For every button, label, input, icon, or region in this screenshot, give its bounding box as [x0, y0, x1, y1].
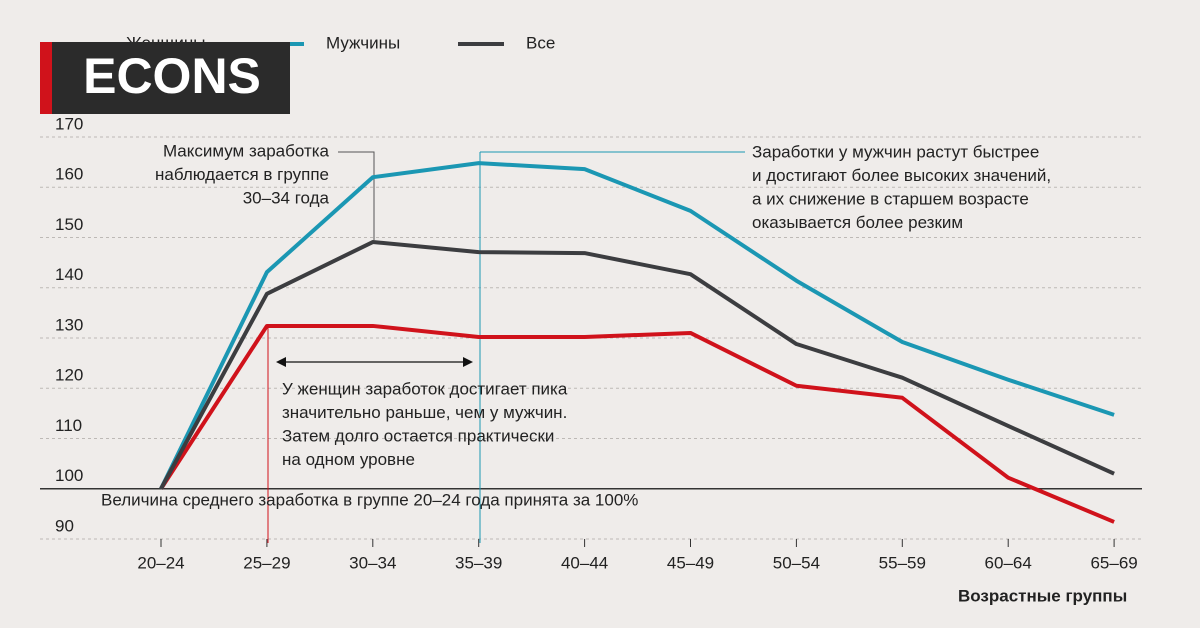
x-tick-label: 65–69 — [1090, 553, 1137, 572]
y-tick-label: 90 — [55, 516, 74, 535]
annotation-text: Максимум заработка — [163, 141, 330, 160]
annotation-text: У женщин заработок достигает пика — [282, 379, 568, 398]
y-tick-label: 170 — [55, 114, 83, 133]
annotation-text: 30–34 года — [243, 188, 330, 207]
y-tick-label: 140 — [55, 265, 83, 284]
y-tick-label: 150 — [55, 215, 83, 234]
annotation-text: наблюдается в группе — [155, 165, 329, 184]
annotation-text: Величина среднего заработка в группе 20–… — [101, 490, 638, 509]
legend-label: Мужчины — [326, 33, 400, 52]
annotation-text: Затем долго остается практически — [282, 426, 554, 445]
logo-box — [40, 42, 290, 114]
x-axis-title: Возрастные группы — [958, 586, 1127, 605]
x-tick-label: 40–44 — [561, 553, 608, 572]
x-tick-label: 55–59 — [879, 553, 926, 572]
annotation-text: значительно раньше, чем у мужчин. — [282, 403, 567, 422]
y-tick-label: 120 — [55, 366, 83, 385]
series-line — [159, 161, 1115, 490]
x-tick-label: 30–34 — [349, 553, 396, 572]
x-tick-label: 50–54 — [773, 553, 820, 572]
logo-bar — [40, 42, 52, 114]
annotation-text: на одном уровне — [282, 450, 415, 469]
y-tick-label: 130 — [55, 315, 83, 334]
annotation-text: Заработки у мужчин растут быстрее — [752, 142, 1039, 161]
y-tick-label: 160 — [55, 165, 83, 184]
x-tick-label: 20–24 — [137, 553, 184, 572]
x-tick-label: 35–39 — [455, 553, 502, 572]
annotation-text: а их снижение в старшем возрасте — [752, 189, 1029, 208]
arrow-head — [463, 357, 473, 367]
series-line — [159, 323, 1115, 524]
x-tick-label: 25–29 — [243, 553, 290, 572]
series-line — [159, 240, 1115, 490]
annotation-text: оказывается более резким — [752, 213, 963, 232]
x-tick-label: 45–49 — [667, 553, 714, 572]
legend-label: Все — [526, 33, 555, 52]
annotation-line — [338, 151, 375, 240]
x-tick-label: 60–64 — [985, 553, 1032, 572]
arrow-head — [276, 357, 286, 367]
y-tick-label: 100 — [55, 466, 83, 485]
y-tick-label: 110 — [55, 416, 82, 435]
annotation-text: и достигают более высоких значений, — [752, 166, 1051, 185]
logo-text: ECONS — [83, 48, 261, 104]
